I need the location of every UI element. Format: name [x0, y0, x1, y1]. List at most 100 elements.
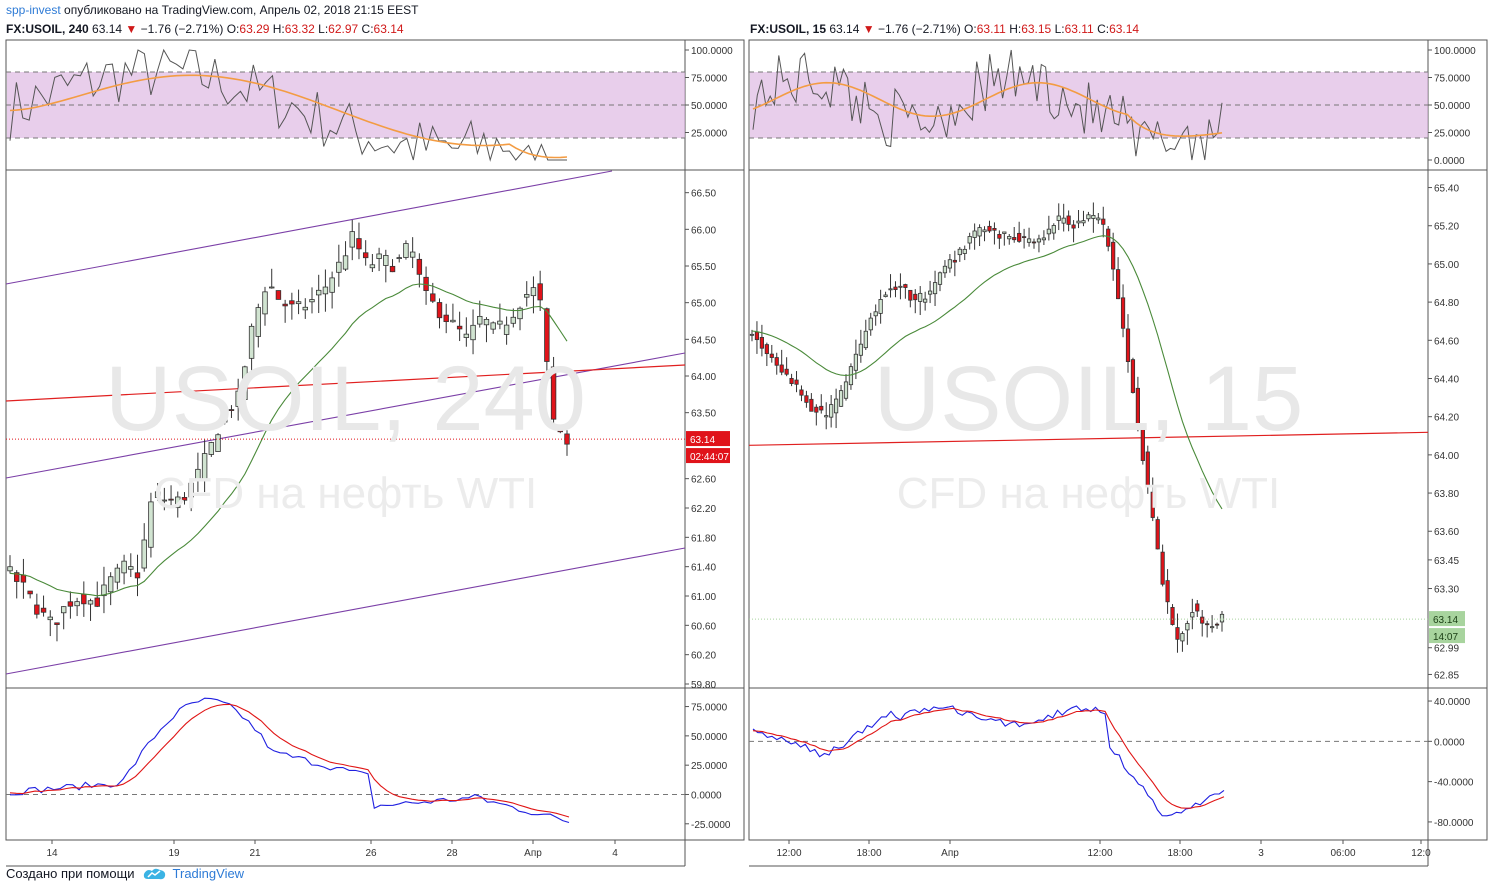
right-candle	[774, 357, 779, 366]
right-candle	[873, 311, 878, 317]
right-candle	[789, 378, 794, 384]
left-open: 63.29	[239, 22, 270, 36]
left-candle	[20, 574, 27, 583]
left-symbol[interactable]: FX:USOIL, 240	[6, 22, 89, 36]
right-candle	[1046, 228, 1051, 235]
right-x-label: 12:00	[1087, 848, 1112, 859]
right-rsi-tick-label: 75.0000	[1434, 74, 1471, 85]
right-candle	[878, 299, 883, 314]
right-ma-line	[751, 235, 1223, 510]
left-price-tag	[686, 431, 730, 464]
left-candle	[524, 294, 530, 298]
author-link[interactable]: spp-invest	[6, 3, 61, 17]
right-x-label: 18:00	[856, 848, 881, 859]
right-price-tag	[1429, 611, 1465, 644]
right-high: 63.15	[1021, 22, 1052, 36]
right-candle	[1145, 451, 1150, 488]
right-candle	[1022, 236, 1027, 239]
left-price-tick-label: 64.00	[691, 372, 716, 383]
left-rsi-ma-line	[9, 74, 568, 159]
right-price-tick-label: 63.80	[1434, 489, 1459, 500]
right-candle	[952, 259, 957, 263]
left-candle	[262, 291, 268, 315]
left-price-tick-label: 61.00	[691, 592, 716, 603]
left-candle	[490, 322, 496, 330]
right-candle	[893, 286, 898, 290]
right-candle	[749, 333, 755, 336]
left-candle	[208, 442, 215, 455]
right-candle	[1017, 232, 1022, 242]
left-h-label: H:	[272, 22, 285, 36]
right-x-label: Апр	[941, 848, 959, 859]
right-rsi-line	[752, 49, 1223, 161]
right-price-tick-label: 62.85	[1434, 670, 1459, 681]
left-osc-tick-label: 25.0000	[691, 761, 728, 772]
right-l-label: L:	[1054, 22, 1065, 36]
right-h-label: H:	[1009, 22, 1022, 36]
tradingview-link[interactable]: TradingView	[143, 866, 244, 881]
left-candle	[322, 286, 329, 295]
left-candle	[470, 324, 476, 341]
right-candle	[982, 229, 987, 233]
right-symbol-legend: FX:USOIL, 15 63.14 ▼ −1.76 (−2.71%) O:63…	[750, 22, 1139, 36]
left-candle	[483, 319, 490, 326]
left-channel-mid	[5, 352, 686, 479]
right-candle	[1091, 215, 1096, 219]
right-candle	[928, 290, 933, 295]
left-ma-line	[9, 283, 568, 597]
right-candle	[947, 259, 952, 269]
right-candle	[1026, 238, 1032, 243]
right-price: 63.14	[829, 22, 860, 36]
right-candle	[923, 298, 928, 303]
right-candle	[888, 288, 893, 291]
left-candle	[530, 287, 537, 297]
right-candle	[932, 282, 938, 295]
left-channel-top	[5, 170, 613, 285]
right-candle	[863, 330, 868, 349]
left-watermark-sub: CFD на нефть WTI	[154, 469, 538, 518]
left-candle	[27, 590, 33, 595]
right-rsi-ma-line	[752, 81, 1223, 138]
triangle-down-icon: ▼	[125, 22, 138, 36]
left-candle	[40, 607, 47, 613]
left-candle	[235, 390, 241, 407]
left-candle	[242, 366, 248, 400]
left-price-tick-label: 60.20	[691, 651, 716, 662]
right-candle	[1150, 491, 1155, 518]
left-candle	[255, 307, 262, 337]
right-price-tick-label: 65.40	[1434, 184, 1459, 195]
right-rsi-tick-label: 50.0000	[1434, 101, 1471, 112]
right-symbol[interactable]: FX:USOIL, 15	[750, 22, 827, 36]
left-x-label: 28	[446, 848, 458, 859]
right-c-label: C:	[1097, 22, 1110, 36]
footer: Создано при помощи TradingView	[6, 866, 244, 881]
left-candle	[349, 231, 355, 248]
left-rsi-line	[9, 48, 567, 162]
right-candle	[868, 317, 873, 331]
left-x-label: 26	[365, 848, 377, 859]
left-change: −1.76 (−2.71%)	[140, 22, 224, 36]
right-candle	[937, 272, 943, 285]
right-candle	[769, 353, 774, 358]
left-candle	[188, 482, 194, 498]
right-candle	[848, 366, 854, 386]
right-price-tag-bg	[1429, 611, 1465, 627]
right-price-tick-label: 64.20	[1434, 413, 1459, 424]
right-osc-tick-label: 40.0000	[1434, 697, 1471, 708]
left-osc-d-line	[9, 703, 570, 818]
left-time-tag-text: 02:44:07	[690, 452, 729, 463]
right-osc-pane	[748, 687, 1488, 841]
right-candle	[1076, 220, 1081, 224]
left-x-label: 19	[168, 848, 180, 859]
left-candle	[497, 320, 503, 325]
left-candle	[275, 290, 282, 300]
right-candle	[1081, 220, 1086, 224]
left-price-tag-bg	[686, 431, 730, 447]
right-candle	[913, 293, 918, 301]
left-osc-tick-label: -25.0000	[691, 820, 731, 831]
left-candle	[295, 301, 302, 305]
right-candle	[809, 398, 814, 412]
right-candle	[764, 344, 769, 355]
left-rsi-tick-label: 100.0000	[691, 46, 733, 57]
